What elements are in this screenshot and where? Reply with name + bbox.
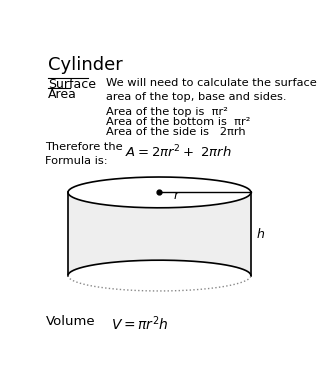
Text: Area of the bottom is  πr²: Area of the bottom is πr²: [106, 117, 250, 127]
Text: Surface: Surface: [48, 78, 96, 91]
Text: $A = 2\pi r^2 +\ 2\pi rh$: $A = 2\pi r^2 +\ 2\pi rh$: [125, 144, 232, 161]
Text: Area of the top is  πr²: Area of the top is πr²: [106, 107, 228, 117]
Text: Area of the side is   2πrh: Area of the side is 2πrh: [106, 127, 245, 137]
Text: $h$: $h$: [256, 227, 265, 241]
Text: Area: Area: [48, 88, 77, 101]
Polygon shape: [68, 192, 251, 276]
Text: Therefore the
Formula is:: Therefore the Formula is:: [45, 142, 122, 166]
Polygon shape: [68, 177, 251, 208]
Text: We will need to calculate the surface
area of the top, base and sides.: We will need to calculate the surface ar…: [106, 78, 317, 103]
Text: $r$: $r$: [173, 189, 181, 202]
Text: Cylinder: Cylinder: [48, 56, 123, 74]
Text: Volume: Volume: [46, 315, 96, 328]
Text: $V = \pi r^2 h$: $V = \pi r^2 h$: [111, 315, 169, 334]
